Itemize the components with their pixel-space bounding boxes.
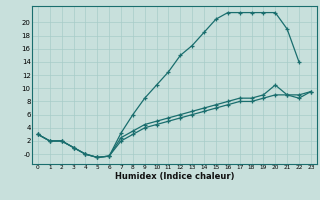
X-axis label: Humidex (Indice chaleur): Humidex (Indice chaleur) [115,172,234,181]
